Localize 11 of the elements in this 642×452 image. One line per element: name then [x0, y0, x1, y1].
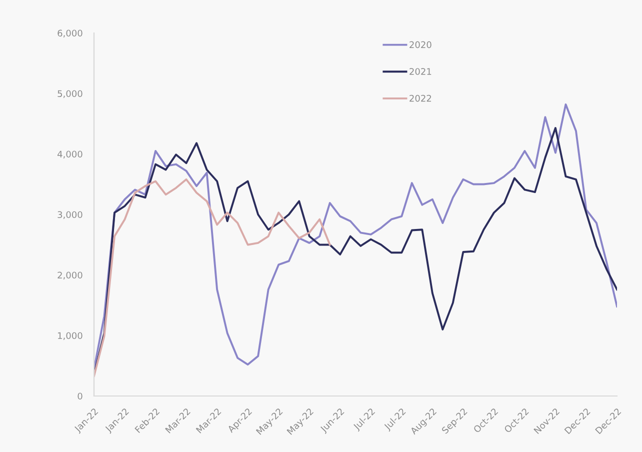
legend-label: 2022: [410, 94, 432, 102]
y-tick-label: 1,000: [58, 332, 82, 340]
legend-label: 2020: [410, 41, 432, 48]
y-tick-label: 4,000: [57, 150, 82, 158]
y-tick-label: 2,000: [58, 272, 82, 280]
y-tick-label: 6,000: [58, 30, 82, 38]
line-series: [94, 178, 331, 378]
y-tick-label: 3,000: [58, 211, 82, 219]
y-tick-label: 5,000: [58, 90, 82, 98]
y-tick-label: 0: [78, 392, 82, 400]
legend-label: 2021: [410, 68, 432, 75]
